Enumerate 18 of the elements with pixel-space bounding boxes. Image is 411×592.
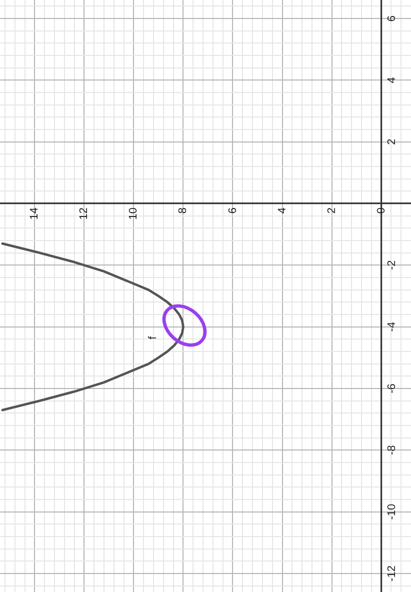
y-tick-label: 6: [386, 15, 398, 22]
x-tick-label: 10: [128, 208, 140, 220]
y-tick-label: -8: [386, 445, 398, 456]
y-tick-label: -10: [386, 504, 398, 520]
y-tick-label: -12: [386, 566, 398, 582]
text: f: [147, 335, 160, 340]
x-tick-label: 14: [28, 208, 41, 220]
y-tick-label: 2: [386, 138, 398, 145]
x-tick-label: 0: [375, 208, 388, 214]
y-tick-label: -6: [386, 384, 398, 394]
x-tick-label: 6: [226, 208, 239, 214]
x-tick-label: 8: [177, 208, 190, 214]
y-tick-label: -2: [386, 260, 398, 270]
y-tick-label: -4: [386, 322, 398, 332]
x-tick-label: 2: [326, 208, 338, 214]
y-tick-label: 4: [386, 77, 398, 84]
x-tick-label: 12: [78, 208, 90, 220]
x-tick-label: 4: [276, 208, 288, 214]
